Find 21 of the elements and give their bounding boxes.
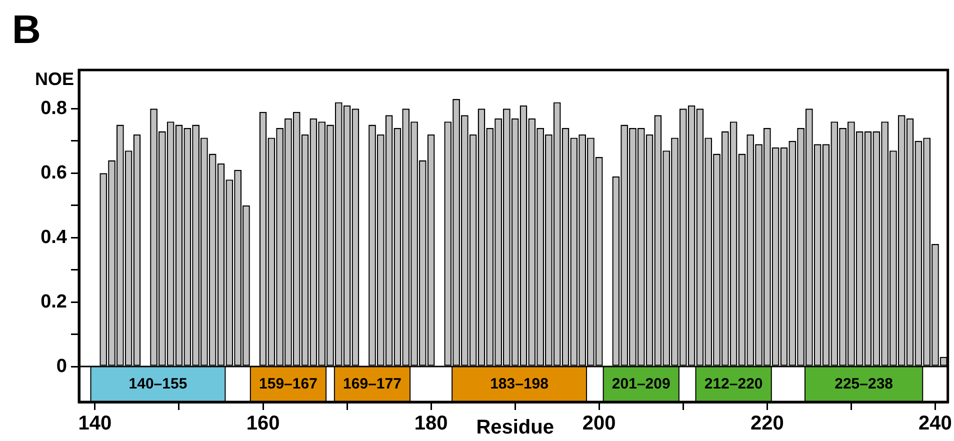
y-tick-label: 0.2 [40,291,67,312]
x-tick-label: 220 [750,412,784,435]
y-tick-label: 0.4 [40,226,68,248]
x-tick-label: 180 [414,412,448,435]
x-axis-title: Residue [476,416,554,439]
band-label: 225–238 [834,375,894,392]
band-label: 201–209 [612,375,670,392]
y-tick-label: 0 [56,356,67,377]
chart-title: B [12,8,41,52]
x-tick-label: 140 [78,412,112,435]
y-axis-title: NOE [34,68,74,89]
y-tick-label: 0.8 [40,98,67,119]
band-label: 212–220 [704,375,763,392]
x-tick-label: 240 [918,412,952,435]
band-label: 183–198 [490,375,548,392]
y-tick-label: 0.6 [40,162,67,184]
x-tick-label: 160 [246,412,280,435]
band-label: 140–155 [128,375,188,392]
x-tick-label: 200 [582,412,616,435]
band-label: 169–177 [343,375,402,392]
band-label: 159–167 [259,375,318,392]
